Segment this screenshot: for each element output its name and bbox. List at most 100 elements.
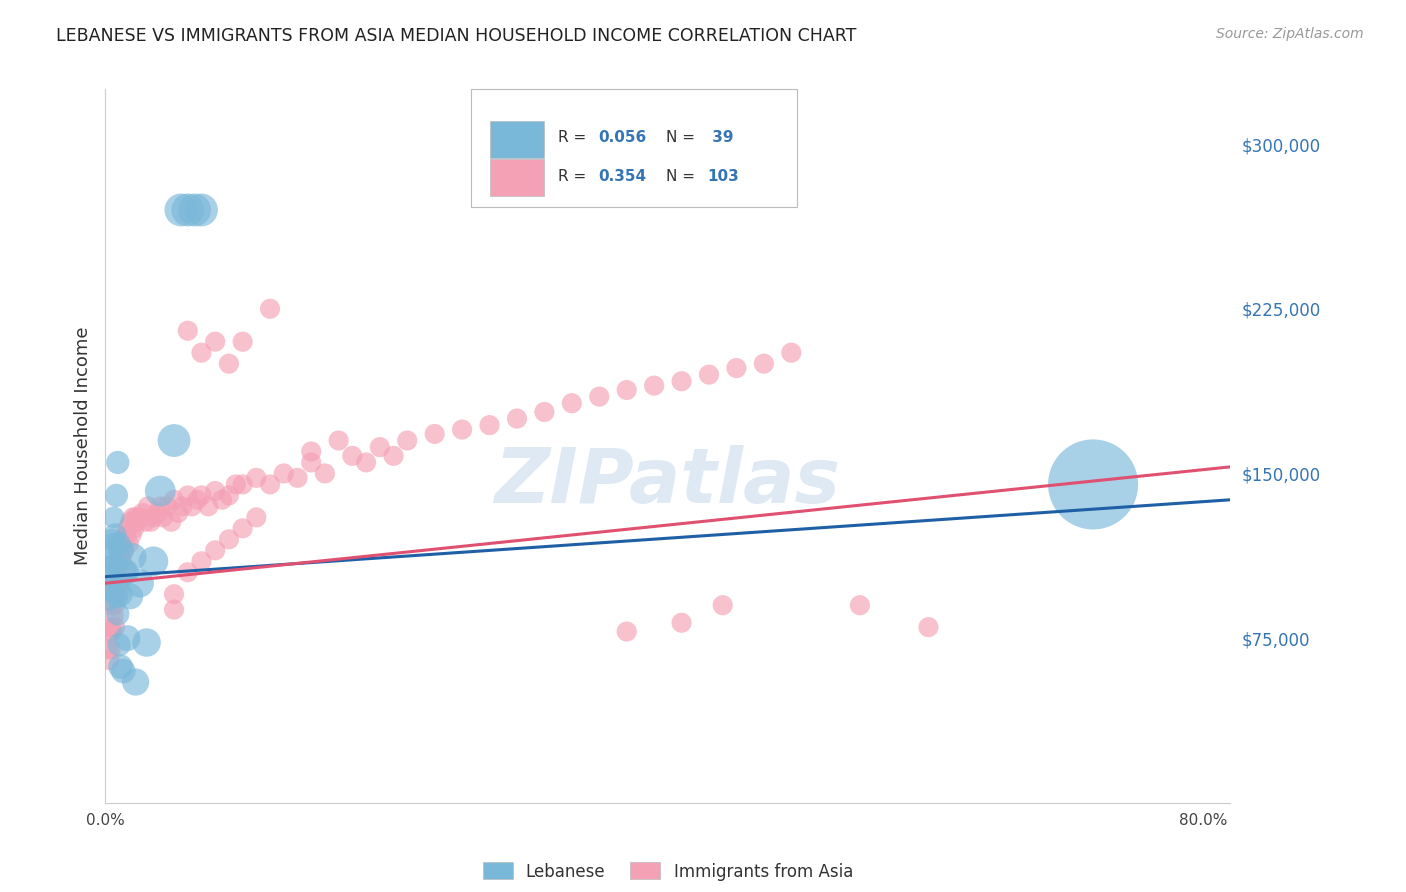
Point: [110, 543, 132, 558]
Point: [225, 477, 247, 491]
Point: [354, 455, 377, 469]
Point: [780, 345, 803, 359]
Point: [103, 537, 125, 551]
Point: [105, 587, 128, 601]
Point: [118, 537, 141, 551]
Legend: Lebanese, Immigrants from Asia: Lebanese, Immigrants from Asia: [475, 855, 860, 888]
Point: [163, 602, 186, 616]
Point: [131, 506, 153, 520]
Point: [121, 528, 143, 542]
Point: [98, 581, 121, 595]
Point: [156, 500, 179, 514]
Point: [98, 624, 121, 639]
Point: [273, 467, 295, 481]
Text: Source: ZipAtlas.com: Source: ZipAtlas.com: [1216, 27, 1364, 41]
Point: [232, 334, 254, 349]
Point: [190, 202, 212, 217]
Point: [643, 378, 665, 392]
Point: [211, 492, 233, 507]
Point: [105, 566, 128, 580]
Point: [314, 467, 336, 481]
Point: [108, 537, 131, 551]
Point: [204, 334, 226, 349]
Point: [245, 471, 267, 485]
Point: [107, 607, 129, 621]
Point: [299, 455, 322, 469]
Point: [108, 638, 131, 652]
Point: [128, 510, 150, 524]
Point: [180, 500, 202, 514]
Point: [177, 324, 200, 338]
Point: [114, 566, 136, 580]
Text: ZIPatlas: ZIPatlas: [495, 445, 841, 518]
Point: [711, 598, 734, 612]
Point: [124, 675, 146, 690]
Point: [124, 510, 146, 524]
Point: [328, 434, 350, 448]
Point: [134, 515, 156, 529]
Text: R =: R =: [558, 130, 591, 145]
Point: [104, 620, 127, 634]
Point: [98, 653, 121, 667]
Point: [232, 477, 254, 491]
Point: [100, 620, 122, 634]
Point: [104, 576, 127, 591]
Bar: [491, 120, 544, 158]
Point: [107, 558, 129, 573]
Point: [245, 510, 267, 524]
Point: [139, 515, 162, 529]
Point: [110, 587, 132, 601]
Point: [110, 566, 132, 580]
Point: [122, 549, 145, 564]
Point: [588, 390, 610, 404]
Point: [105, 590, 128, 604]
Point: [177, 202, 200, 217]
Point: [259, 477, 281, 491]
Point: [149, 483, 172, 498]
Point: [117, 521, 139, 535]
Point: [122, 521, 145, 535]
Point: [152, 510, 174, 524]
Point: [478, 418, 501, 433]
Point: [97, 642, 120, 657]
Point: [146, 506, 169, 520]
Point: [218, 533, 240, 547]
Point: [190, 554, 212, 568]
Point: [98, 566, 121, 580]
Point: [103, 587, 125, 601]
Point: [128, 576, 150, 591]
Point: [342, 449, 364, 463]
Point: [120, 515, 142, 529]
Point: [101, 576, 124, 591]
Point: [101, 533, 124, 547]
Point: [1081, 477, 1104, 491]
Point: [100, 543, 122, 558]
Point: [204, 483, 226, 498]
Text: 103: 103: [707, 169, 740, 184]
Point: [101, 554, 124, 568]
Point: [111, 533, 134, 547]
Point: [616, 624, 638, 639]
Point: [177, 566, 200, 580]
Point: [177, 488, 200, 502]
Point: [183, 202, 205, 217]
Point: [103, 609, 125, 624]
Point: [101, 624, 124, 639]
FancyBboxPatch shape: [471, 89, 797, 207]
Point: [125, 515, 148, 529]
Point: [105, 488, 128, 502]
Point: [120, 590, 142, 604]
Point: [136, 500, 159, 514]
Point: [111, 554, 134, 568]
Point: [111, 543, 134, 558]
Point: [104, 598, 127, 612]
Point: [115, 528, 138, 542]
Y-axis label: Median Household Income: Median Household Income: [73, 326, 91, 566]
Point: [117, 631, 139, 645]
Point: [135, 635, 157, 649]
Point: [122, 510, 145, 524]
Point: [423, 426, 446, 441]
Point: [382, 449, 405, 463]
Point: [114, 537, 136, 551]
Point: [107, 455, 129, 469]
